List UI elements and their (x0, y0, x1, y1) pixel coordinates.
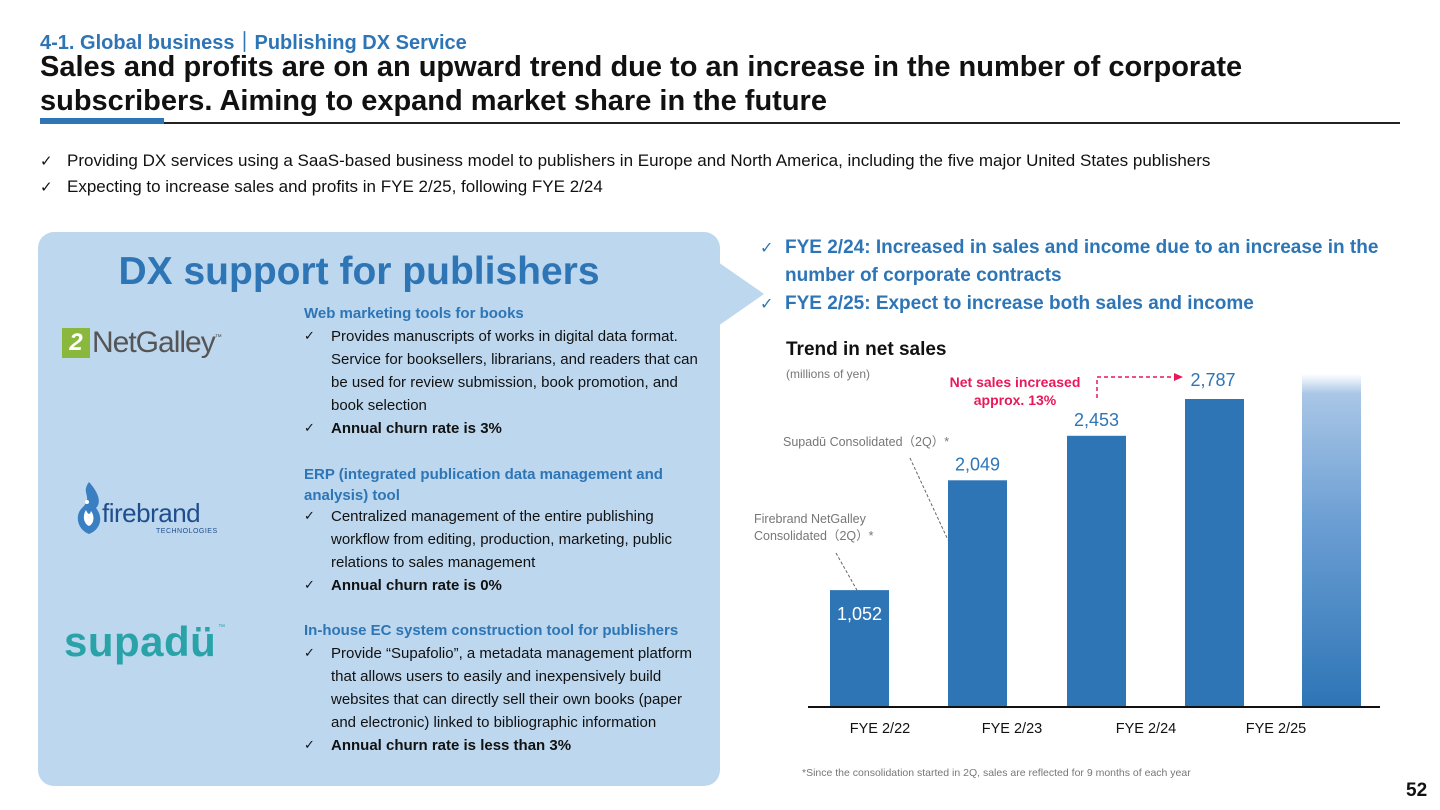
netgalley-tm: ™ (214, 334, 222, 341)
x-tick-label: FYE 2/25 (1246, 721, 1306, 737)
firebrand-leader-line (835, 552, 859, 593)
page-number: 52 (1406, 780, 1428, 801)
x-tick-label: FYE 2/22 (850, 721, 910, 737)
annotation-firebrand-line2: Consolidated（2Q）* (754, 529, 874, 543)
title-rule-accent (40, 118, 164, 124)
bar-value-label: 2,787 (1190, 370, 1235, 390)
netgalley-wordmark: NetGalley (92, 326, 216, 359)
annotation-increase-line1: Net sales increased (950, 374, 1081, 390)
bar-fye-2-23 (948, 480, 1007, 706)
section-heading-erp: ERP (integrated publication data managem… (304, 466, 663, 504)
firebrand-logo: firebrand TECHNOLOGIES (72, 480, 232, 540)
section-heading-ec-system: In-house EC system construction tool for… (304, 622, 679, 639)
bar-fye-2-24 (1067, 435, 1126, 706)
bar-value-label: 2,049 (955, 454, 1000, 474)
churn-rate: Annual churn rate is 3% (304, 417, 704, 440)
top-bullet: Expecting to increase sales and profits … (40, 174, 1350, 200)
section-item: Provide “Supafolio”, a metadata manageme… (304, 642, 694, 734)
section-list-web-marketing: Provides manuscripts of works in digital… (304, 325, 704, 440)
firebrand-subtext: TECHNOLOGIES (156, 528, 218, 535)
chart-footnote: *Since the consolidation started in 2Q, … (802, 767, 1191, 779)
chart-title: Trend in net sales (786, 339, 947, 360)
section-list-erp: Centralized management of the entire pub… (304, 505, 704, 597)
section-item: Centralized management of the entire pub… (304, 505, 704, 574)
increase-arrowhead (1174, 373, 1183, 381)
supadu-tm: ™ (218, 624, 226, 631)
bar-value-label: 1,052 (837, 604, 882, 624)
right-bullet-list: FYE 2/24: Increased in sales and income … (760, 234, 1420, 318)
section-list-ec-system: Provide “Supafolio”, a metadata manageme… (304, 642, 694, 757)
bar-value-label: 2,453 (1074, 410, 1119, 430)
section-heading-web-marketing: Web marketing tools for books (304, 305, 524, 322)
x-tick-label: FYE 2/24 (1116, 721, 1176, 737)
increase-arrow (1096, 376, 1176, 398)
x-tick-label: FYE 2/23 (982, 721, 1042, 737)
bar-fye-2-25 (1185, 399, 1244, 706)
section-subtitle: 4-1. Global business｜Publishing DX Servi… (40, 32, 467, 54)
top-bullet-list: Providing DX services using a SaaS-based… (40, 148, 1350, 200)
annotation-supadu: Supadū Consolidated（2Q）* (783, 435, 949, 449)
firebrand-wordmark: firebrand (102, 498, 201, 528)
page-title: Sales and profits are on an upward trend… (40, 51, 1243, 117)
title-rule (40, 122, 1400, 124)
top-bullet: Providing DX services using a SaaS-based… (40, 148, 1350, 174)
chart-unit: (millions of yen) (786, 367, 871, 381)
section-item: Provides manuscripts of works in digital… (304, 325, 704, 417)
firebrand-flame-icon (77, 482, 101, 534)
panel-callout-arrow (718, 262, 764, 326)
panel-title: DX support for publishers (118, 250, 600, 293)
right-bullet: FYE 2/24: Increased in sales and income … (760, 234, 1420, 290)
forecast-bar (1302, 374, 1361, 706)
right-bullet: FYE 2/25: Expect to increase both sales … (760, 290, 1420, 318)
churn-rate: Annual churn rate is 0% (304, 574, 704, 597)
netgalley-mark-icon: 2 (62, 328, 90, 358)
supadu-wordmark: supadü (64, 618, 217, 665)
supadu-leader-line (909, 457, 949, 541)
supadu-logo: supadü ™ (64, 618, 225, 666)
annotation-increase-line2: approx. 13% (974, 392, 1057, 408)
bar-fye-2-22 (830, 590, 889, 706)
netgalley-logo: 2 NetGalley ™ (62, 326, 222, 360)
churn-rate: Annual churn rate is less than 3% (304, 734, 694, 757)
annotation-firebrand-line1: Firebrand NetGalley (754, 512, 867, 526)
